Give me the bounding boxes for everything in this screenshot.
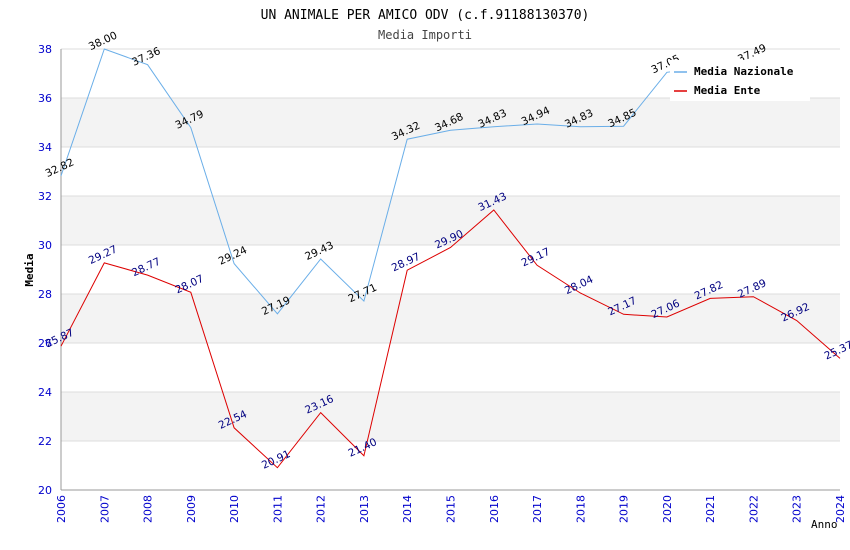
data-label-media-nazionale-2007: 38.00	[87, 29, 119, 53]
y-tick-34: 34	[38, 141, 52, 154]
y-tick-38: 38	[38, 43, 52, 56]
chart-subtitle: Media Importi	[378, 28, 472, 42]
x-tick-labels: 2006 2007 2008 2009 2010 2011 2012 2013 2014 2015…	[55, 495, 847, 523]
x-axis-label: Anno	[811, 518, 838, 531]
series-lines	[60, 48, 841, 469]
x-tick-2006: 2006	[55, 495, 68, 523]
series-line-media-nazionale	[60, 48, 754, 315]
y-tick-26: 26	[38, 337, 52, 350]
y-tick-28: 28	[38, 288, 52, 301]
band-30	[61, 196, 840, 245]
legend-label-media-ente: Media Ente	[694, 84, 761, 97]
data-label-media-ente-2011: 20.91	[260, 448, 292, 472]
band-22	[61, 392, 840, 441]
x-tick-2020: 2020	[661, 495, 674, 523]
data-label-media-ente-2006: 25.87	[44, 327, 76, 351]
data-label-media-ente-2007: 29.27	[87, 243, 119, 267]
band-34	[61, 98, 840, 147]
data-label-media-ente-2009: 28.07	[173, 273, 205, 297]
y-tick-32: 32	[38, 190, 52, 203]
x-tick-2007: 2007	[98, 495, 111, 523]
x-tick-2015: 2015	[445, 495, 458, 523]
y-tick-36: 36	[38, 92, 52, 105]
y-tick-30: 30	[38, 239, 52, 252]
x-tick-2012: 2012	[315, 495, 328, 523]
chart-title: UN ANIMALE PER AMICO ODV (c.f.9118813037…	[261, 8, 590, 23]
x-tick-2019: 2019	[618, 495, 631, 523]
y-tick-24: 24	[38, 386, 52, 399]
legend-label-media-nazionale: Media Nazionale	[694, 65, 794, 78]
x-tick-2014: 2014	[401, 495, 414, 523]
x-tick-2011: 2011	[271, 495, 284, 523]
x-tick-2009: 2009	[185, 495, 198, 523]
data-label-media-nazionale-2006: 32.82	[44, 156, 76, 180]
x-tick-2010: 2010	[228, 495, 241, 523]
y-axis-label: Media	[23, 253, 36, 286]
x-tick-2008: 2008	[142, 495, 155, 523]
x-tick-2017: 2017	[531, 495, 544, 523]
data-label-media-ente-2014: 28.97	[390, 251, 422, 275]
series-line-media-ente	[60, 209, 841, 469]
x-tick-2021: 2021	[704, 495, 717, 523]
x-tick-2016: 2016	[488, 495, 501, 523]
legend-box	[670, 60, 810, 101]
axes	[60, 49, 840, 491]
x-tick-2023: 2023	[791, 495, 804, 523]
data-label-media-ente-2008: 28.77	[130, 256, 162, 280]
legend: Media Nazionale Media Ente	[670, 60, 810, 101]
band-26	[61, 294, 840, 343]
x-tick-2013: 2013	[358, 495, 371, 523]
x-tick-2024: 2024	[834, 495, 847, 523]
y-tick-labels: 20 22 24 26 28 30 32 34 36 38	[38, 43, 52, 497]
y-tick-22: 22	[38, 435, 52, 448]
x-tick-2022: 2022	[747, 495, 760, 523]
y-tick-20: 20	[38, 484, 52, 497]
data-label-media-nazionale-2010: 29.24	[217, 244, 250, 268]
x-tick-2018: 2018	[574, 495, 587, 523]
plot-background-bands	[61, 98, 840, 441]
